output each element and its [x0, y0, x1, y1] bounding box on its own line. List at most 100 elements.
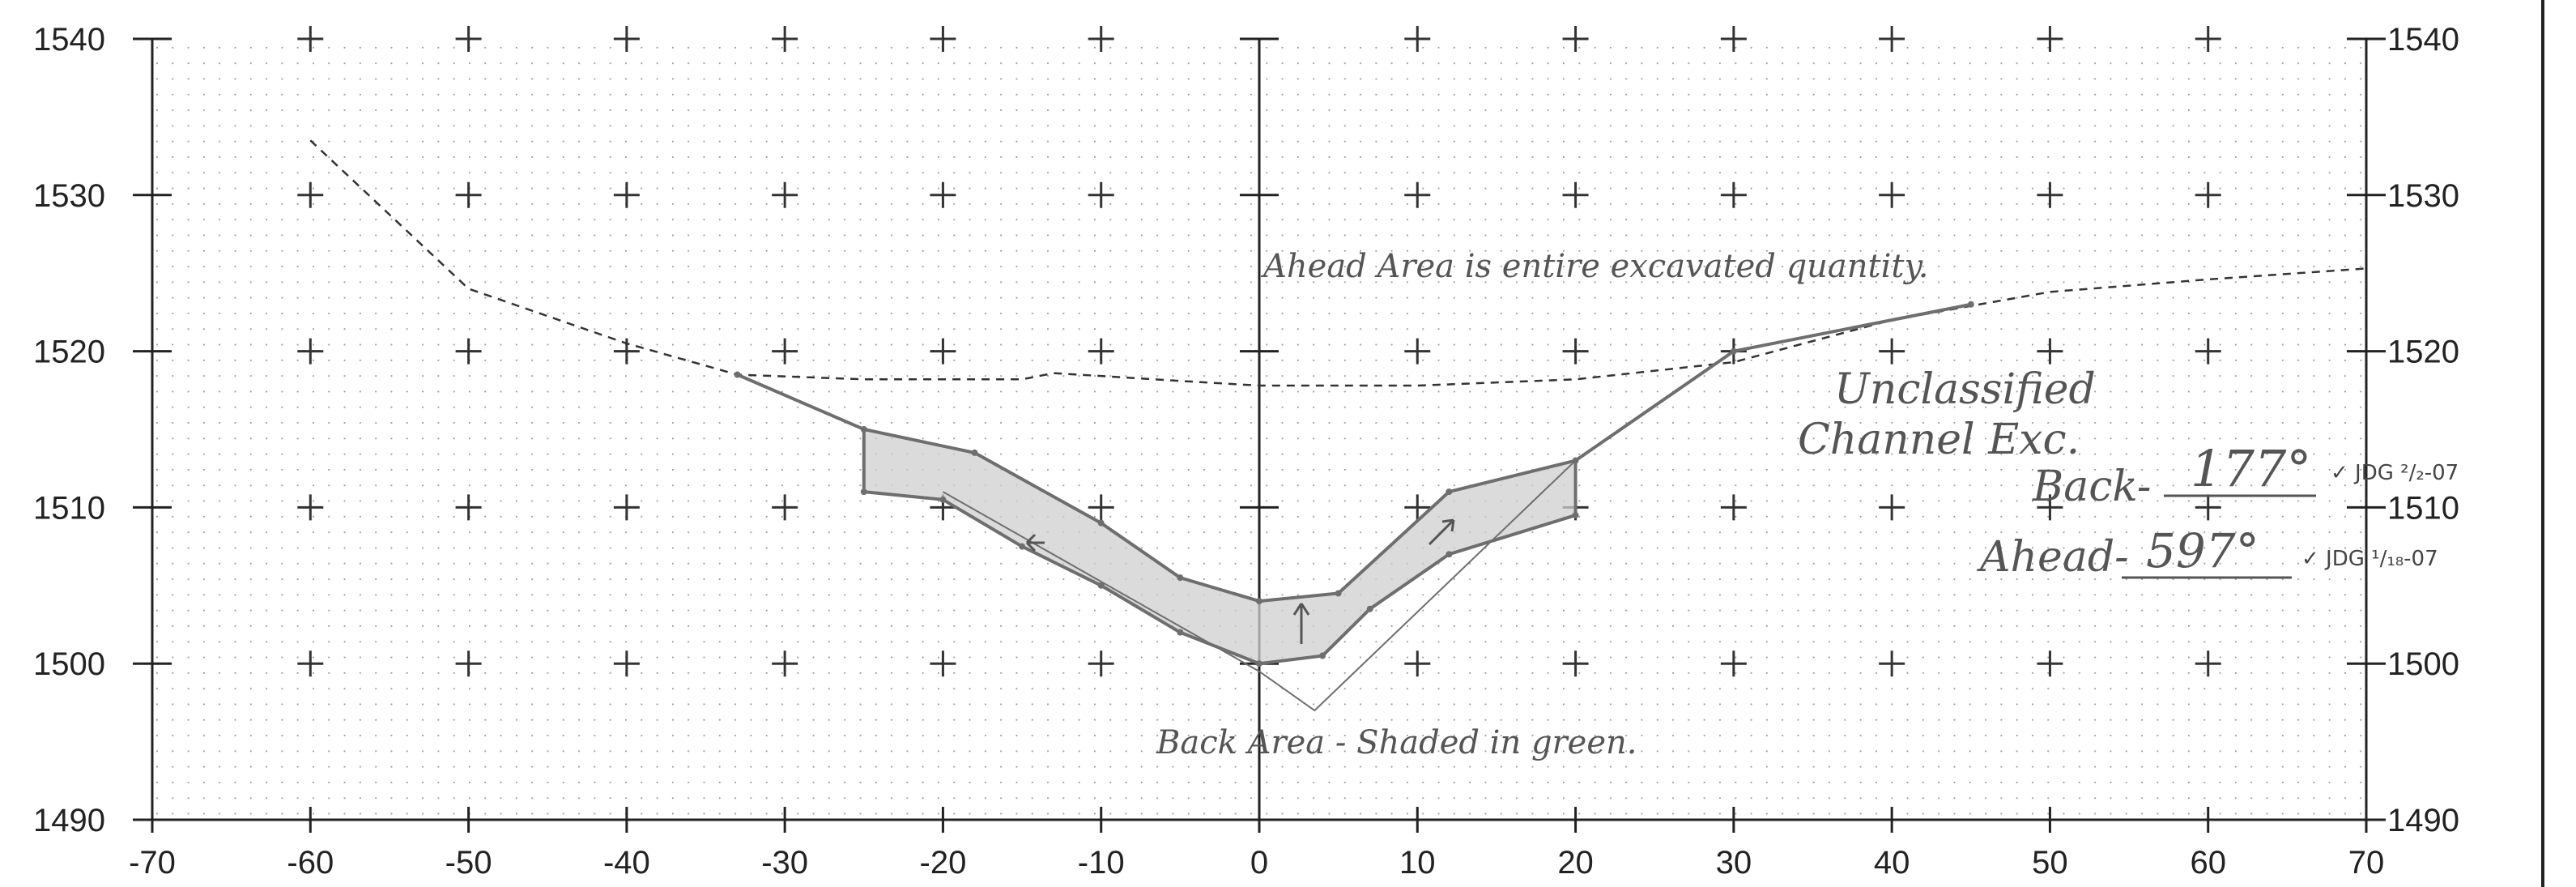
grid-cross: [2037, 26, 2063, 52]
y-tick-label-right: 1510: [2387, 490, 2459, 526]
y-tick-label-left: 1510: [33, 490, 105, 526]
grid-cross: [297, 26, 324, 52]
annotations: Ahead Area is entire excavated quantity.…: [1025, 248, 2459, 761]
x-tick-label: 10: [1399, 845, 1436, 881]
x-tick-label: -50: [445, 845, 492, 881]
x-tick-label: -70: [129, 845, 176, 881]
x-tick-label: -60: [287, 845, 334, 881]
grid-cross: [1088, 650, 1114, 677]
back-area-note: Back Area - Shaded in green.: [1156, 724, 1637, 761]
series-2-point: [1446, 488, 1453, 496]
grid-cross: [1404, 26, 1431, 52]
x-tick-label: -40: [603, 845, 650, 881]
grid-cross: [2195, 494, 2221, 521]
arrow-left-icon: [1025, 533, 1045, 552]
grid-cross: [297, 650, 324, 677]
series-3-point: [1446, 551, 1453, 558]
back-area-shading: [863, 429, 1576, 664]
grid-cross: [1562, 650, 1589, 677]
grid-cross: [2195, 181, 2221, 208]
series-3-point: [1366, 605, 1373, 612]
y-tick-label-right: 1500: [2387, 646, 2459, 682]
x-tick-label: -20: [920, 845, 967, 881]
grid-cross: [455, 494, 482, 521]
grid-cross: [930, 26, 956, 52]
exc-title-line2: Channel Exc.: [1798, 416, 2080, 464]
grid-cross: [1720, 26, 1747, 52]
grid-cross: [930, 338, 956, 365]
grid-cross: [1562, 181, 1589, 208]
grid-cross: [1879, 26, 1905, 52]
grid-cross: [613, 26, 640, 52]
grid-cross: [1404, 181, 1431, 208]
y-tick-label-left: 1490: [33, 803, 105, 838]
y-tick-label-right: 1540: [2387, 22, 2459, 58]
ahead-area-note: Ahead Area is entire excavated quantity.: [1260, 248, 1928, 285]
y-tick-label-left: 1530: [33, 178, 105, 214]
grid-cross: [1088, 181, 1114, 208]
back-value: 177°: [2191, 439, 2311, 498]
grid-cross: [297, 494, 324, 521]
grid-cross: [1879, 338, 1905, 365]
exc-title-line1: Unclassified: [1834, 365, 2096, 414]
series-2-point: [971, 449, 978, 456]
grid-cross: [1720, 494, 1747, 521]
x-tick-label: 50: [2032, 845, 2068, 881]
series-3-point: [939, 496, 947, 503]
arrow-up-icon: [1292, 603, 1310, 644]
x-tick-label: 60: [2190, 845, 2226, 881]
series-line-4: [942, 459, 1577, 712]
grid-cross: [613, 494, 640, 521]
ahead-check: ✓ JDG ¹/₁₈-07: [2301, 547, 2438, 571]
grid-cross: [2037, 338, 2063, 365]
grid-cross: [1879, 650, 1905, 677]
grid-cross: [613, 181, 640, 208]
back-area-fill: [863, 429, 1576, 664]
y-tick-label-right: 1530: [2387, 178, 2459, 214]
grid-cross: [2195, 338, 2221, 365]
grid-cross: [1404, 338, 1431, 365]
ahead-label: Ahead-: [1977, 533, 2129, 582]
series-line-3: [863, 490, 1577, 666]
grid-cross: [2195, 650, 2221, 677]
series-3-point: [1319, 652, 1326, 659]
series-2-point: [1967, 301, 1974, 308]
y-tick-label-left: 1520: [33, 335, 105, 370]
grid-cross: [455, 650, 482, 677]
back-check: ✓ JDG ²/₂-07: [2331, 461, 2459, 485]
series-3-point: [1019, 543, 1026, 550]
grid-cross: [1720, 650, 1747, 677]
x-tick-label: -30: [761, 845, 808, 881]
grid-cross: [1088, 494, 1114, 521]
grid-cross: [297, 181, 324, 208]
series-2-point: [1730, 348, 1737, 355]
grid-cross: [772, 181, 798, 208]
grid-cross: [930, 650, 956, 677]
grid-cross: [2037, 494, 2063, 521]
ahead-value: 597°: [2146, 523, 2259, 578]
grid-cross: [2037, 181, 2063, 208]
series-3-point: [1097, 582, 1105, 589]
y-tick-label-left: 1540: [33, 22, 105, 58]
grid-cross: [455, 338, 482, 365]
x-tick-label: 20: [1557, 845, 1594, 881]
grid-cross: [772, 338, 798, 365]
series-lines: [309, 139, 2367, 712]
series-2-point: [1335, 590, 1342, 597]
grid-cross: [613, 650, 640, 677]
grid-cross: [2195, 26, 2221, 52]
grid-cross: [1562, 338, 1589, 365]
grid-cross: [1088, 26, 1114, 52]
series-2-point: [734, 371, 741, 378]
x-tick-label: 30: [1716, 845, 1752, 881]
back-label: Back-: [2032, 463, 2152, 511]
grid-crosses: [297, 26, 2221, 677]
axes: [133, 0, 2544, 887]
grid-cross: [1088, 338, 1114, 365]
grid-cross: [1879, 494, 1905, 521]
series-3-point: [1177, 629, 1184, 636]
grid-cross: [1404, 650, 1431, 677]
x-tick-label: -10: [1078, 845, 1125, 881]
grid-cross: [772, 494, 798, 521]
